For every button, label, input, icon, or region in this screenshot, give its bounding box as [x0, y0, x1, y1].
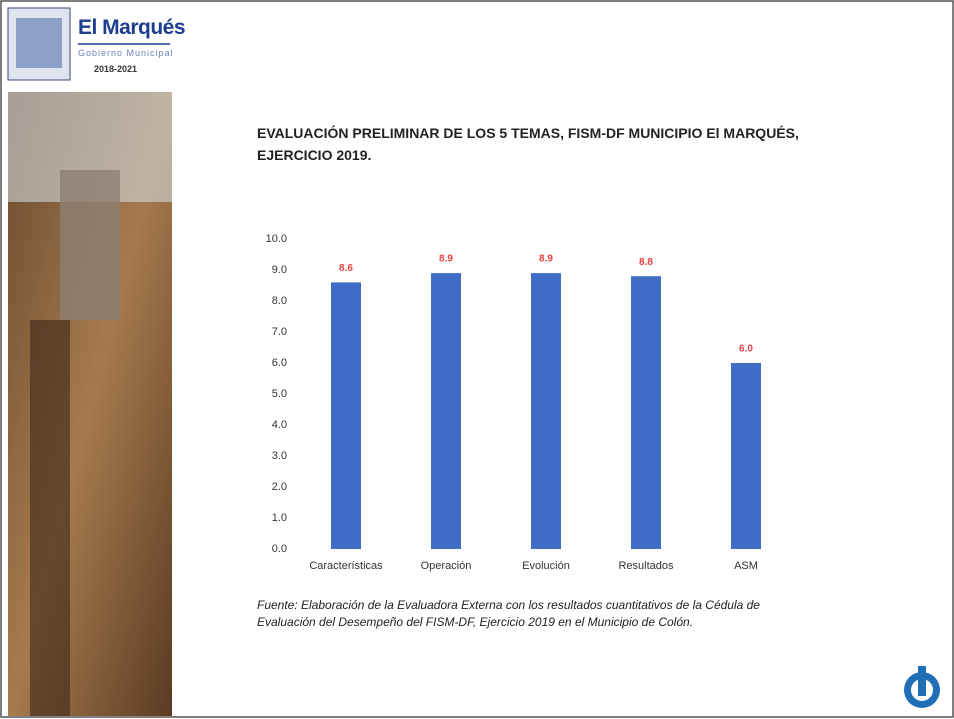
x-tick-label: Evolución — [522, 560, 570, 572]
photo-machine — [60, 170, 120, 320]
bar — [731, 363, 761, 549]
y-tick-label: 8.0 — [272, 295, 287, 307]
x-tick-label: Características — [309, 560, 383, 572]
footer-logo-stem — [918, 666, 926, 696]
brand-period: 2018-2021 — [94, 64, 138, 74]
bar — [331, 282, 361, 549]
logo-crest-inner — [16, 18, 62, 68]
bar — [531, 273, 561, 549]
bar — [431, 273, 461, 549]
data-label: 8.8 — [639, 257, 653, 268]
y-tick-label: 2.0 — [272, 481, 287, 493]
chart-title: EVALUACIÓN PRELIMINAR DE LOS 5 TEMAS, FI… — [257, 125, 799, 163]
x-tick-label: ASM — [734, 560, 758, 572]
data-label: 6.0 — [739, 344, 753, 355]
x-tick-label: Resultados — [618, 560, 674, 572]
bar — [631, 276, 661, 549]
y-tick-label: 10.0 — [266, 233, 287, 245]
y-tick-label: 3.0 — [272, 450, 287, 462]
brand: El Marqués — [78, 16, 186, 39]
y-tick-label: 0.0 — [272, 543, 287, 555]
y-tick-label: 7.0 — [272, 326, 287, 338]
y-tick-label: 1.0 — [272, 512, 287, 524]
y-tick-label: 4.0 — [272, 419, 287, 431]
x-tick-label: Operación — [421, 560, 472, 572]
data-label: 8.9 — [439, 254, 453, 265]
data-label: 8.6 — [339, 263, 353, 274]
brand-subtitle: Gobierno Municipal — [78, 48, 174, 58]
source-note: Fuente: Elaboración de la Evaluadora Ext… — [257, 598, 760, 629]
photo-trench — [30, 320, 70, 716]
y-tick-label: 6.0 — [272, 357, 287, 369]
y-tick-label: 5.0 — [272, 388, 287, 400]
data-label: 8.9 — [539, 254, 553, 265]
y-tick-label: 9.0 — [272, 264, 287, 276]
